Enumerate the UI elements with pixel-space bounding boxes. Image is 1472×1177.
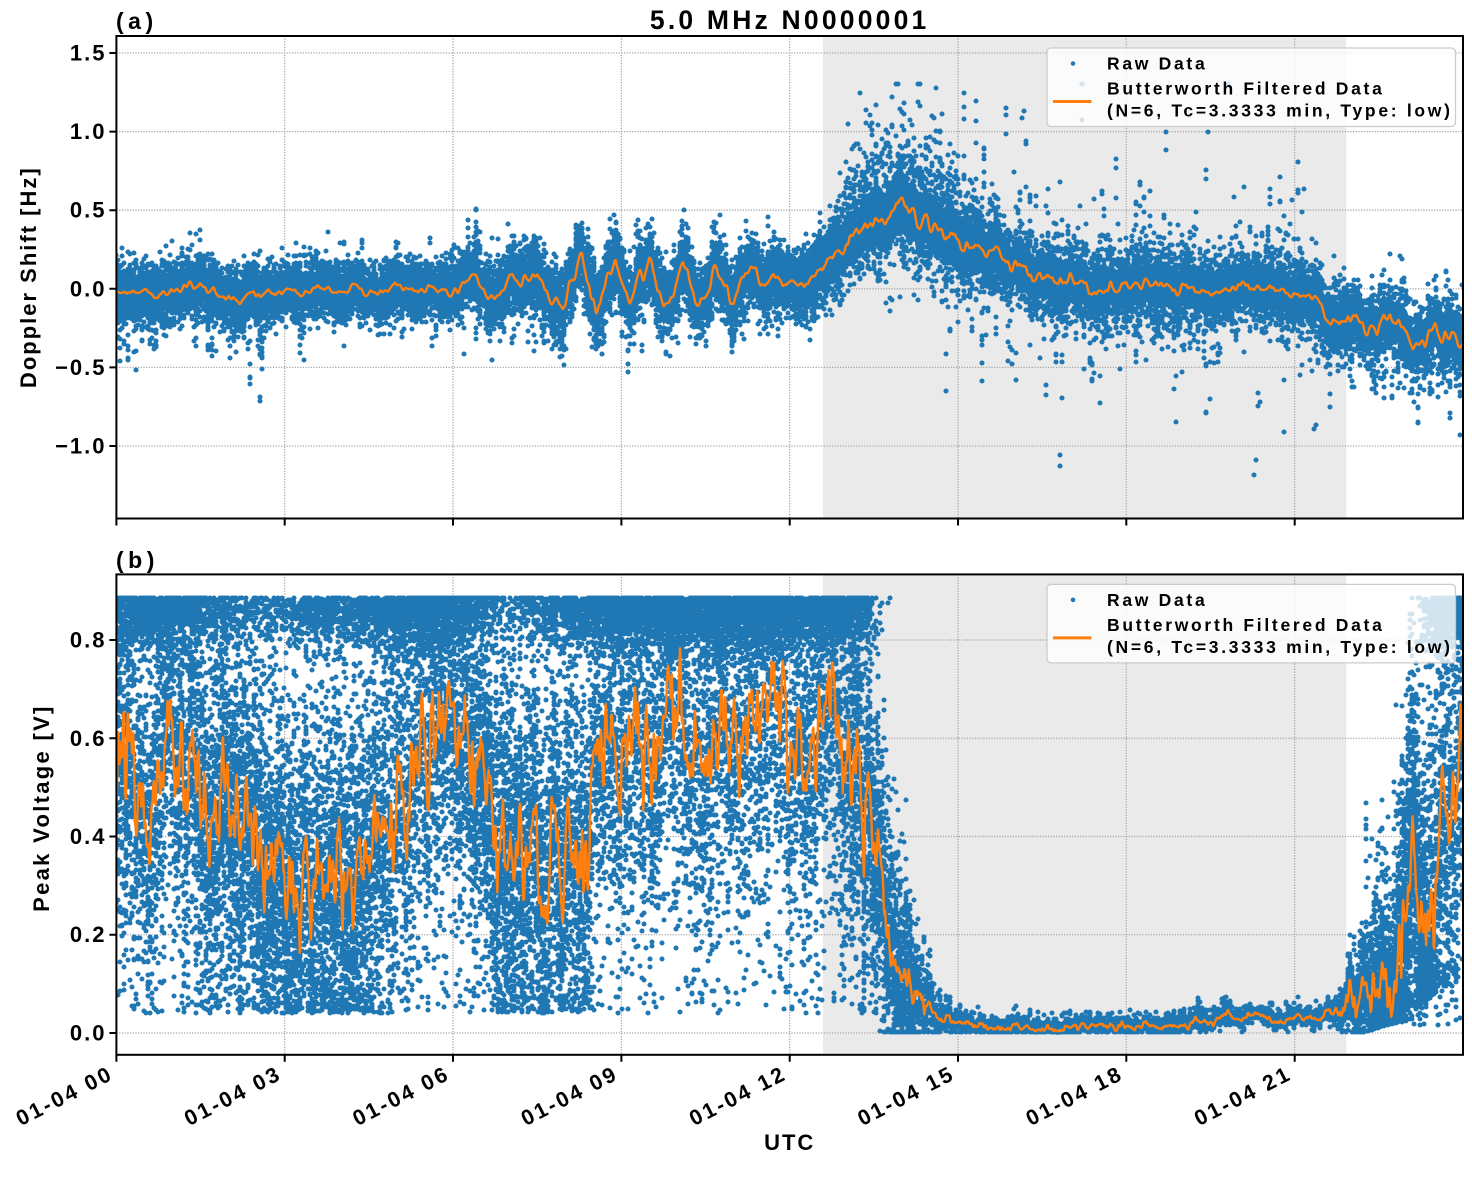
svg-text:Peak Voltage [V]: Peak Voltage [V] (29, 704, 54, 912)
svg-text:Butterworth Filtered Data: Butterworth Filtered Data (1107, 79, 1385, 99)
svg-text:−0.5: −0.5 (55, 355, 106, 380)
svg-text:1.0: 1.0 (70, 119, 107, 144)
svg-text:0.5: 0.5 (70, 198, 107, 223)
svg-text:0.4: 0.4 (70, 824, 107, 849)
svg-text:(N=6, Tc=3.3333 min, Type: low: (N=6, Tc=3.3333 min, Type: low) (1107, 637, 1453, 657)
svg-text:5.0 MHz N0000001: 5.0 MHz N0000001 (650, 5, 930, 35)
svg-text:Doppler Shift [Hz]: Doppler Shift [Hz] (16, 166, 41, 388)
svg-text:1.5: 1.5 (70, 41, 107, 66)
svg-text:0.0: 0.0 (70, 1021, 107, 1046)
svg-text:(N=6, Tc=3.3333 min, Type: low: (N=6, Tc=3.3333 min, Type: low) (1107, 101, 1453, 121)
svg-text:0.0: 0.0 (70, 276, 107, 301)
svg-text:(b): (b) (116, 547, 159, 573)
svg-text:0.8: 0.8 (70, 628, 107, 653)
svg-text:(a): (a) (116, 8, 158, 34)
svg-text:−1.0: −1.0 (55, 434, 106, 459)
svg-text:Raw Data: Raw Data (1107, 54, 1207, 74)
svg-text:Butterworth Filtered Data: Butterworth Filtered Data (1107, 615, 1385, 635)
svg-text:0.6: 0.6 (70, 726, 107, 751)
svg-text:Raw Data: Raw Data (1107, 590, 1207, 610)
svg-text:0.2: 0.2 (70, 922, 107, 947)
svg-text:UTC: UTC (764, 1130, 815, 1155)
